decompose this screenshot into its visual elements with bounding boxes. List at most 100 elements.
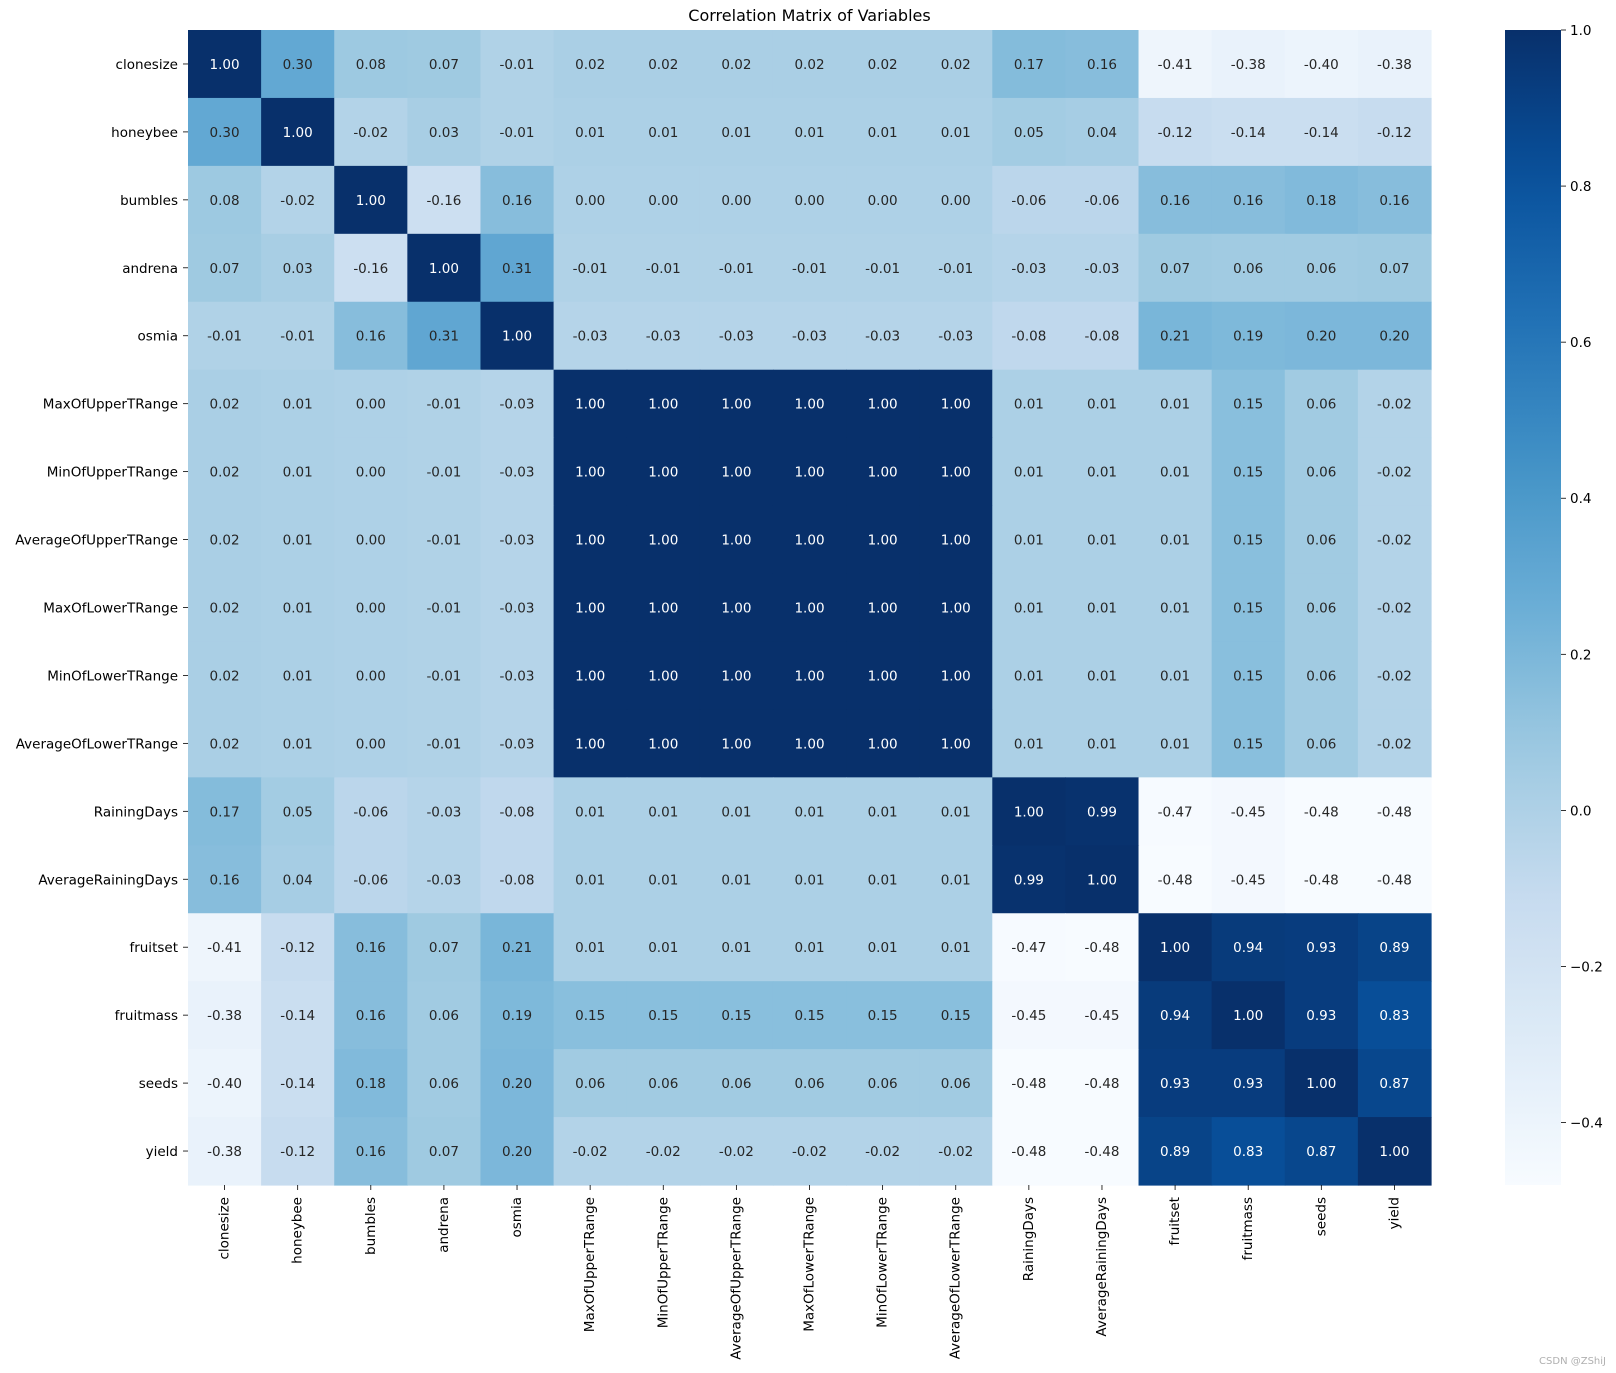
cell-value-label: -0.03 — [500, 736, 535, 752]
heatmap-cell — [1065, 777, 1140, 846]
heatmap-cell — [772, 845, 847, 914]
colorbar-tick-label: −0.4 — [1570, 1116, 1603, 1132]
heatmap-cell — [261, 30, 335, 99]
cell-value-label: 0.83 — [1233, 1144, 1263, 1160]
heatmap-cell — [1138, 913, 1213, 982]
heatmap-cell — [846, 777, 920, 846]
heatmap-cell — [992, 30, 1067, 99]
x-tick-label: MinOfLowerTRange — [875, 1197, 891, 1328]
cell-value-label: 0.21 — [502, 940, 532, 956]
cell-value-label: 1.00 — [794, 668, 824, 684]
cell-value-label: 0.04 — [283, 872, 313, 888]
cell-value-label: -0.01 — [573, 261, 608, 277]
cell-value-label: -0.38 — [1231, 57, 1266, 73]
heatmap-cell — [1284, 641, 1359, 711]
heatmap-cell — [261, 369, 335, 439]
heatmap-cell — [480, 573, 555, 643]
y-tick-label: RainingDays — [94, 804, 178, 820]
heatmap-cell — [334, 301, 408, 371]
cell-value-label: -0.48 — [1304, 872, 1339, 888]
cell-value-label: 1.00 — [868, 736, 898, 752]
heatmap-cell — [1357, 981, 1432, 1050]
cell-value-label: 0.16 — [356, 1008, 386, 1024]
x-tick-label: honeybee — [290, 1197, 306, 1264]
heatmap-cell — [626, 777, 701, 846]
heatmap-cell — [188, 505, 262, 575]
heatmap-cell — [1357, 641, 1432, 711]
heatmap-cell — [626, 1049, 701, 1118]
cell-value-label: 1.00 — [648, 736, 678, 752]
heatmap-cell — [1065, 573, 1140, 643]
cell-value-label: 0.01 — [1160, 533, 1190, 549]
heatmap-cell — [480, 777, 555, 846]
cell-value-label: 0.06 — [794, 1076, 824, 1092]
cell-value-label: 1.00 — [721, 736, 751, 752]
heatmap-cell — [261, 845, 335, 914]
heatmap-cell — [1357, 1049, 1432, 1118]
colorbar-tick-label: 1.0 — [1570, 23, 1591, 39]
cell-value-label: -0.08 — [1011, 329, 1046, 345]
heatmap-cell — [846, 233, 920, 303]
colorbar: 1.0 0.8 0.6 0.4 0.2 0.0 −0.2 −0.4 — [1505, 23, 1603, 1185]
heatmap-cell — [1138, 981, 1213, 1050]
cell-value-label: 0.06 — [1233, 261, 1263, 277]
cell-value-label: 0.87 — [1379, 1076, 1409, 1092]
heatmap-cell — [1357, 301, 1432, 371]
cell-value-label: 0.07 — [210, 261, 240, 277]
heatmap-cell — [772, 981, 847, 1050]
cell-value-label: 1.00 — [868, 397, 898, 413]
heatmap-cell — [626, 301, 701, 371]
cell-value-label: 0.01 — [721, 125, 751, 141]
cell-value-label: 0.20 — [1306, 329, 1336, 345]
cell-value-label: -0.02 — [1377, 601, 1412, 617]
heatmap-cell — [1284, 709, 1359, 778]
y-tick-label: andrena — [122, 261, 178, 277]
cell-value-label: 0.01 — [1087, 736, 1117, 752]
heatmap-cell — [407, 30, 482, 99]
cell-value-label: 1.00 — [575, 736, 605, 752]
heatmap-cell — [992, 437, 1067, 507]
cell-value-label: 0.01 — [1087, 668, 1117, 684]
cell-value-label: -0.01 — [280, 329, 315, 345]
heatmap-cell — [553, 573, 628, 643]
cell-value-label: 1.00 — [575, 397, 605, 413]
heatmap-cell — [261, 437, 335, 507]
heatmap-cell — [334, 913, 408, 982]
cell-value-label: 1.00 — [575, 465, 605, 481]
heatmap-cell — [772, 97, 847, 167]
cell-value-label: -0.12 — [280, 1144, 315, 1160]
cell-value-label: 0.00 — [356, 736, 386, 752]
heatmap-cell — [699, 437, 774, 507]
heatmap-cell — [334, 233, 408, 303]
x-tick-label: AverageRainingDays — [1094, 1197, 1110, 1337]
heatmap-cell — [992, 369, 1067, 439]
heatmap-cell — [407, 777, 482, 846]
cell-value-label: 0.06 — [575, 1076, 605, 1092]
heatmap-cell — [846, 30, 920, 99]
colorbar-tick-label: 0.6 — [1570, 335, 1591, 351]
heatmap-cell — [919, 437, 993, 507]
cell-value-label: 0.01 — [1014, 397, 1044, 413]
colorbar-tick-label: 0.0 — [1570, 803, 1591, 819]
heatmap-cell — [1357, 913, 1432, 982]
cell-value-label: -0.02 — [719, 1144, 754, 1160]
cell-value-label: 0.19 — [1233, 329, 1263, 345]
cell-value-label: 0.15 — [1233, 601, 1263, 617]
cell-value-label: 1.00 — [941, 397, 971, 413]
cell-value-label: 1.00 — [868, 533, 898, 549]
cell-value-label: 0.15 — [575, 1008, 605, 1024]
heatmap-cell — [1138, 233, 1213, 303]
cell-value-label: 0.00 — [941, 193, 971, 209]
cell-value-label: 0.06 — [868, 1076, 898, 1092]
heatmap-cell — [699, 573, 774, 643]
cell-value-label: -0.01 — [646, 261, 681, 277]
cell-value-label: 0.01 — [868, 125, 898, 141]
cell-value-label: 1.00 — [210, 57, 240, 73]
heatmap-cell — [992, 845, 1067, 914]
cell-value-label: -0.02 — [792, 1144, 827, 1160]
cell-value-label: -0.14 — [1231, 125, 1266, 141]
heatmap-cell — [626, 505, 701, 575]
heatmap-cell — [553, 1049, 628, 1118]
heatmap-cell — [919, 301, 993, 371]
